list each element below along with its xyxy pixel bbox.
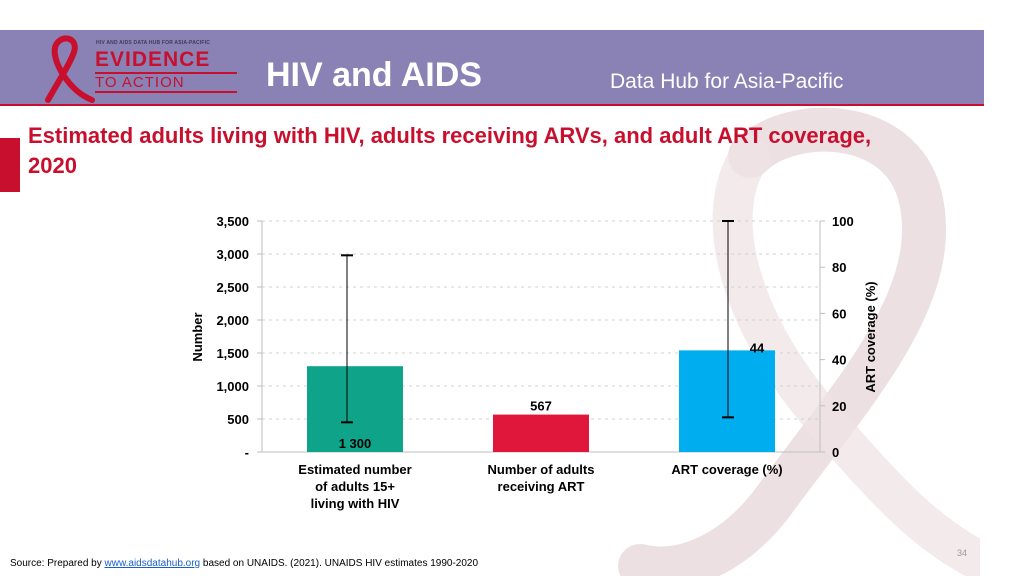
bar [679, 350, 775, 452]
y-left-tick-label: 1,500 [216, 346, 249, 361]
y-right-tick-label: 80 [832, 260, 846, 275]
y-left-tick-label: 2,500 [216, 280, 249, 295]
slide-title: Estimated adults living with HIV, adults… [28, 123, 872, 178]
y-right-tick-label: 100 [832, 214, 854, 229]
y-right-axis-title: ART coverage (%) [863, 281, 878, 392]
y-left-tick-label: 3,500 [216, 214, 249, 229]
evidence-to-action-logo [18, 34, 248, 104]
app-subtitle: Data Hub for Asia-Pacific [610, 70, 844, 93]
y-left-tick-label: 500 [227, 412, 249, 427]
y-right-tick-label: 0 [832, 445, 839, 460]
bar-data-label: 1 300 [339, 436, 372, 451]
y-left-tick-label: - [245, 445, 249, 460]
header-divider [0, 104, 984, 106]
logo-to-action-text: TO ACTION [95, 72, 237, 93]
background-ribbon-graphic [618, 107, 980, 576]
x-category-label: Number of adults receiving ART [488, 462, 595, 494]
x-category-label-line: living with HIV [311, 496, 400, 511]
logo-evidence-text: EVIDENCE [95, 48, 211, 71]
x-category-label-line: Number of adults [488, 462, 595, 477]
source-prefix: Source: Prepared by [10, 558, 102, 569]
source-footer: Source: Prepared by www.aidsdatahub.org … [10, 558, 478, 569]
y-left-tick-label: 2,000 [216, 313, 249, 328]
x-category-label-line: ART coverage (%) [671, 462, 782, 477]
source-link[interactable]: www.aidsdatahub.org [104, 558, 201, 569]
bar [307, 366, 403, 452]
y-right-tick-label: 20 [832, 399, 846, 414]
y-left-tick-label: 1,000 [216, 379, 249, 394]
source-suffix: based on UNAIDS. (2021). UNAIDS HIV esti… [202, 558, 479, 569]
page-number: 34 [957, 548, 968, 558]
y-right-tick-label: 40 [832, 353, 846, 368]
x-category-label: Estimated number of adults 15+ living with… [298, 462, 411, 511]
y-right-tick-label: 60 [832, 306, 846, 321]
x-category-label-line: Estimated number [298, 462, 411, 477]
y-left-tick-label: 3,000 [216, 247, 249, 262]
logo-hub-line: HIV AND AIDS DATA HUB FOR ASIA-PACIFIC [96, 40, 211, 46]
x-category-label: ART coverage (%) [671, 462, 782, 477]
title-accent-bar [0, 138, 20, 192]
bar [493, 414, 589, 452]
app-title: HIV and AIDS [266, 56, 482, 94]
x-category-label-line: receiving ART [498, 479, 585, 494]
y-left-axis-title: Number [190, 312, 205, 361]
bar-data-label: 44 [750, 340, 765, 355]
x-category-label-line: of adults 15+ [315, 479, 395, 494]
bar-data-label: 567 [530, 399, 552, 414]
red-ribbon-icon [45, 35, 95, 103]
